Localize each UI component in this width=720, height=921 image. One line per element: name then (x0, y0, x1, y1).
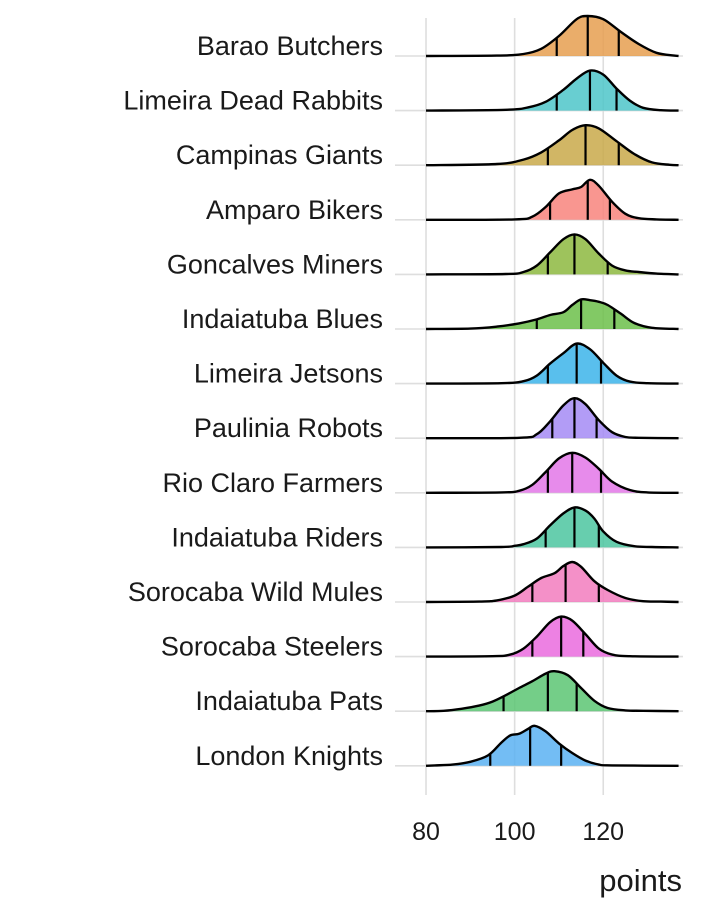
ridge-outline-13 (425, 724, 679, 767)
ridge-outline-9 (426, 506, 679, 549)
ridge-6 (426, 342, 679, 385)
ridge-outline-6 (426, 342, 679, 385)
x-tick-label-1: 100 (494, 818, 536, 846)
ridge-10 (426, 560, 679, 604)
ridge-fill-4 (426, 234, 679, 275)
ridge-12 (425, 669, 679, 713)
ridge-outline-1 (426, 69, 679, 112)
ridge-outline-11 (426, 615, 679, 658)
category-label-6: Limeira Jetsons (194, 359, 383, 389)
ridge-outline-2 (425, 123, 679, 167)
ridge-fill-2 (426, 125, 679, 166)
ridge-fill-12 (426, 671, 679, 712)
ridge-fill-11 (426, 616, 679, 657)
ridge-9 (426, 506, 679, 549)
category-label-12: Indaiatuba Pats (195, 686, 383, 716)
category-label-4: Goncalves Miners (167, 249, 383, 279)
category-label-1: Limeira Dead Rabbits (123, 86, 383, 116)
category-label-11: Sorocaba Steelers (161, 632, 383, 662)
ridge-0 (426, 14, 679, 58)
ridge-5 (426, 297, 679, 331)
ridge-fill-0 (426, 15, 679, 57)
category-label-5: Indaiatuba Blues (182, 304, 383, 334)
ridge-outline-8 (426, 451, 679, 494)
ridge-fill-6 (426, 343, 679, 384)
category-label-8: Rio Claro Farmers (162, 468, 383, 498)
ridges (425, 14, 679, 767)
ridge-outline-7 (426, 397, 679, 440)
ridge-outline-3 (426, 178, 679, 221)
ridge-outline-4 (426, 233, 679, 276)
category-label-9: Indaiatuba Riders (171, 522, 383, 552)
ridge-1 (426, 69, 679, 112)
x-tick-label-0: 80 (412, 818, 440, 846)
ridge-outline-10 (426, 560, 679, 604)
ridge-fill-13 (426, 725, 679, 766)
ridge-outline-0 (426, 14, 679, 58)
category-label-7: Paulinia Robots (194, 413, 383, 443)
ridge-fill-1 (426, 70, 679, 111)
category-label-2: Campinas Giants (176, 140, 383, 170)
category-label-10: Sorocaba Wild Mules (128, 577, 383, 607)
ridge-3 (426, 178, 679, 221)
ridge-7 (426, 397, 679, 440)
category-label-3: Amparo Bikers (206, 195, 383, 225)
x-axis-ticks: 80 100 120 (412, 818, 624, 846)
category-label-13: London Knights (195, 741, 383, 771)
category-labels: Barao Butchers Limeira Dead Rabbits Campin… (123, 31, 383, 771)
ridge-fill-5 (426, 299, 679, 329)
ridge-fill-8 (426, 452, 679, 493)
ridge-fill-3 (426, 179, 679, 220)
ridge-fill-10 (426, 561, 679, 602)
ridge-2 (425, 123, 679, 167)
ridge-outline-5 (426, 297, 679, 331)
ridge-8 (426, 451, 679, 494)
x-axis-title: points (599, 863, 682, 898)
ridge-11 (426, 615, 679, 658)
ridge-fill-9 (426, 507, 679, 548)
ridge-outline-12 (425, 669, 679, 713)
ridge-13 (425, 724, 679, 767)
ridge-4 (426, 233, 679, 276)
x-tick-label-2: 120 (582, 818, 624, 846)
category-label-0: Barao Butchers (197, 31, 383, 61)
